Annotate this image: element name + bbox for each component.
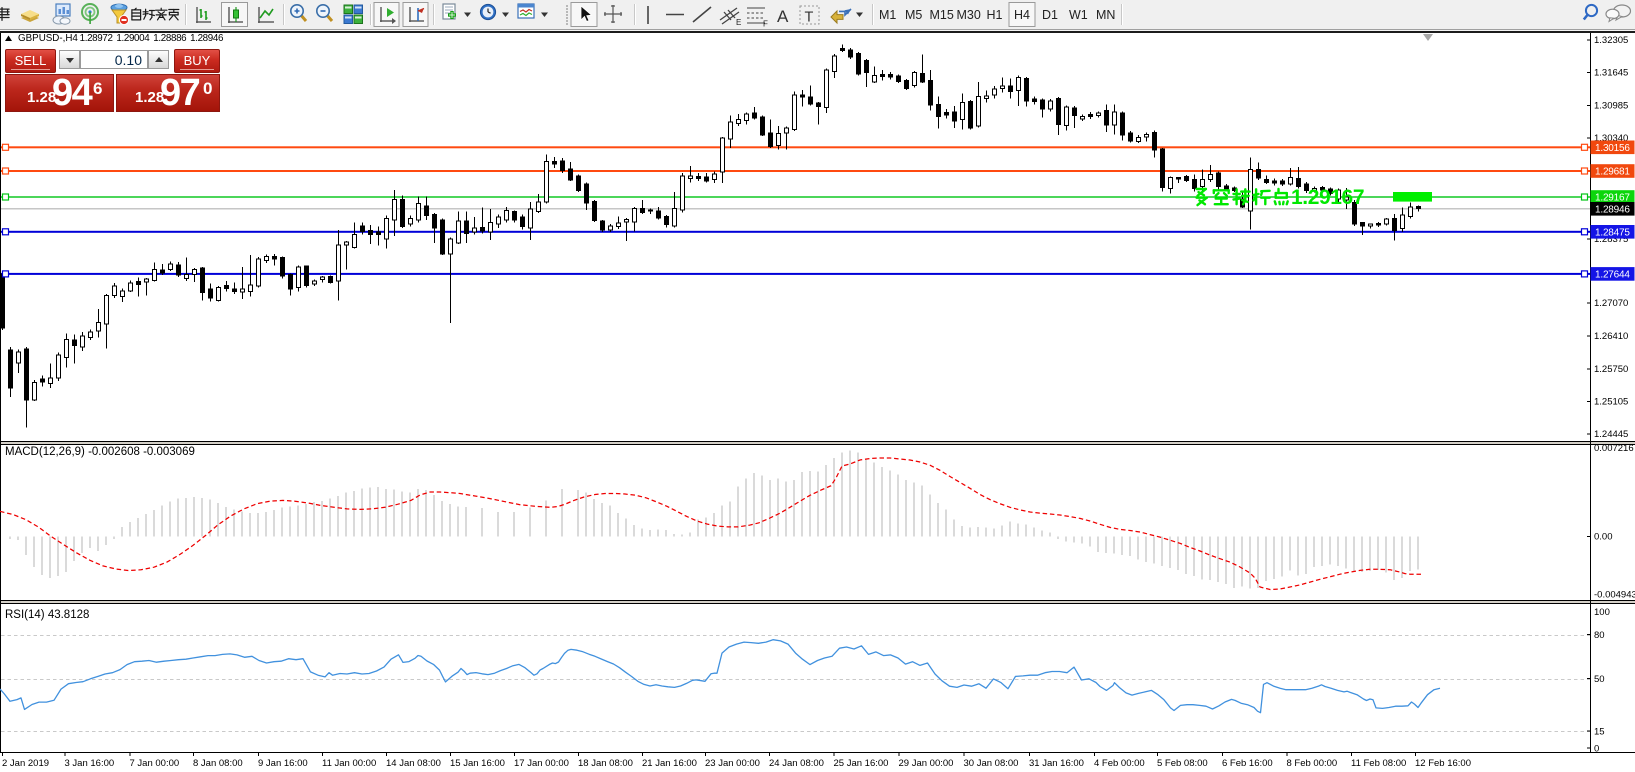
svg-text:7 Jan 00:00: 7 Jan 00:00: [130, 758, 180, 769]
svg-text:1.29167: 1.29167: [1291, 186, 1364, 209]
svg-text:T: T: [805, 10, 814, 26]
svg-text:1.27644: 1.27644: [1595, 270, 1630, 281]
svg-text:1.29167: 1.29167: [1595, 193, 1630, 204]
svg-text:23 Jan 00:00: 23 Jan 00:00: [705, 758, 760, 769]
svg-text:17 Jan 00:00: 17 Jan 00:00: [514, 758, 569, 769]
svg-text:1.27070: 1.27070: [1594, 298, 1628, 309]
svg-text:RSI(14) 43.8128: RSI(14) 43.8128: [5, 609, 89, 621]
svg-text:MACD(12,26,9) -0.002608 -0.003: MACD(12,26,9) -0.002608 -0.003069: [5, 446, 195, 458]
svg-text:H4: H4: [1014, 8, 1030, 22]
svg-text:1.31645: 1.31645: [1594, 68, 1628, 79]
svg-text:14 Jan 08:00: 14 Jan 08:00: [386, 758, 441, 769]
svg-text:9 Jan 16:00: 9 Jan 16:00: [258, 758, 308, 769]
svg-text:3 Jan 16:00: 3 Jan 16:00: [65, 758, 115, 769]
svg-text:1.28972: 1.28972: [80, 33, 113, 44]
svg-text:1.30985: 1.30985: [1594, 101, 1628, 112]
svg-text:12 Feb 16:00: 12 Feb 16:00: [1415, 758, 1471, 769]
svg-text:11 Jan 00:00: 11 Jan 00:00: [322, 758, 376, 769]
svg-text:0: 0: [1594, 743, 1599, 754]
svg-text:D1: D1: [1042, 8, 1058, 22]
svg-text:30 Jan 08:00: 30 Jan 08:00: [964, 758, 1019, 769]
svg-text:1.28375: 1.28375: [1594, 234, 1628, 245]
svg-text:GBPUSD-,H4: GBPUSD-,H4: [18, 33, 78, 44]
svg-text:50: 50: [1594, 674, 1605, 685]
svg-text:29 Jan 00:00: 29 Jan 00:00: [899, 758, 954, 769]
svg-text:F: F: [763, 20, 768, 29]
svg-text:18 Jan 08:00: 18 Jan 08:00: [578, 758, 633, 769]
svg-text:1.30156: 1.30156: [1595, 143, 1630, 154]
svg-text:1.28946: 1.28946: [190, 33, 224, 44]
svg-text:M15: M15: [930, 8, 954, 22]
svg-text:M5: M5: [905, 8, 922, 22]
svg-text:1.28946: 1.28946: [1595, 204, 1630, 215]
svg-text:W1: W1: [1069, 8, 1088, 22]
svg-text:1.30340: 1.30340: [1594, 133, 1628, 144]
svg-text:1.28886: 1.28886: [153, 33, 187, 44]
svg-text:M30: M30: [957, 8, 981, 22]
svg-text:H1: H1: [987, 8, 1003, 22]
svg-text:1.25750: 1.25750: [1594, 364, 1628, 375]
svg-text:1.32305: 1.32305: [1594, 35, 1628, 46]
svg-text:31 Jan 16:00: 31 Jan 16:00: [1029, 758, 1084, 769]
svg-text:11 Feb 08:00: 11 Feb 08:00: [1351, 758, 1406, 769]
svg-text:MN: MN: [1096, 8, 1115, 22]
svg-text:-0.004943: -0.004943: [1594, 590, 1635, 601]
svg-text:2 Jan 2019: 2 Jan 2019: [2, 758, 49, 769]
svg-text:25 Jan 16:00: 25 Jan 16:00: [834, 758, 889, 769]
svg-text:1.24445: 1.24445: [1594, 429, 1628, 440]
svg-text:0.007216: 0.007216: [1594, 443, 1634, 454]
svg-text:8 Feb 00:00: 8 Feb 00:00: [1287, 758, 1338, 769]
svg-text:8 Jan 08:00: 8 Jan 08:00: [193, 758, 243, 769]
svg-text:M1: M1: [879, 8, 896, 22]
svg-text:21 Jan 16:00: 21 Jan 16:00: [642, 758, 697, 769]
svg-text:1.29004: 1.29004: [116, 33, 150, 44]
svg-text:1.29681: 1.29681: [1595, 167, 1630, 178]
svg-text:1.28475: 1.28475: [1595, 227, 1630, 238]
svg-text:24 Jan 08:00: 24 Jan 08:00: [769, 758, 824, 769]
svg-text:E: E: [736, 18, 741, 27]
svg-text:15 Jan 16:00: 15 Jan 16:00: [450, 758, 505, 769]
svg-text:15: 15: [1594, 726, 1605, 737]
svg-text:80: 80: [1594, 630, 1605, 641]
svg-text:1.25105: 1.25105: [1594, 397, 1628, 408]
svg-text:6 Feb 16:00: 6 Feb 16:00: [1222, 758, 1273, 769]
svg-text:1.26410: 1.26410: [1594, 331, 1628, 342]
svg-text:100: 100: [1594, 607, 1610, 618]
svg-text:5 Feb 08:00: 5 Feb 08:00: [1157, 758, 1208, 769]
svg-text:A: A: [777, 7, 789, 26]
svg-text:4 Feb 00:00: 4 Feb 00:00: [1094, 758, 1145, 769]
svg-text:0.00: 0.00: [1594, 532, 1613, 543]
